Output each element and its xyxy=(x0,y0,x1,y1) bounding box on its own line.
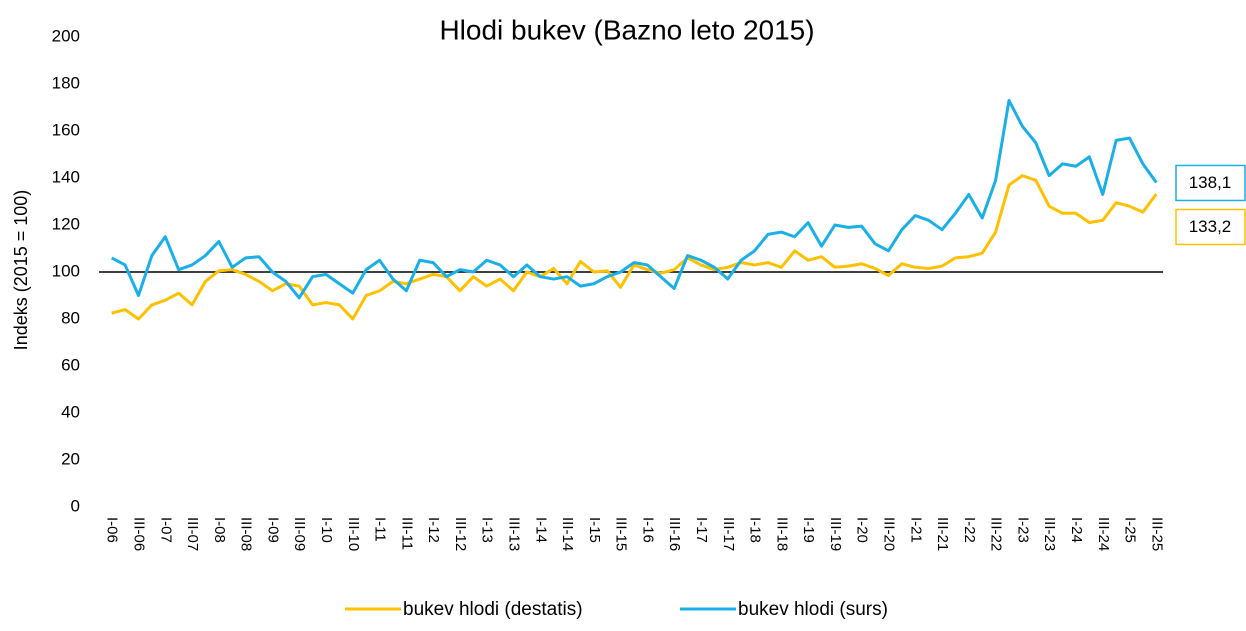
x-tick-label: III-06 xyxy=(131,517,148,551)
legend-label: bukev hlodi (surs) xyxy=(738,599,888,620)
value-label: 133,2 xyxy=(1189,217,1232,236)
x-tick-label: I-21 xyxy=(907,517,924,543)
x-tick-label: III-16 xyxy=(666,517,683,551)
y-tick-label: 200 xyxy=(52,26,80,45)
value-label: 138,1 xyxy=(1189,173,1232,192)
x-tick-label: I-11 xyxy=(372,517,389,542)
y-tick-label: 120 xyxy=(52,214,80,233)
x-tick-label: I-13 xyxy=(479,517,496,543)
x-tick-label: III-13 xyxy=(505,517,522,551)
x-tick-label: I-12 xyxy=(425,517,442,543)
y-tick-label: 20 xyxy=(61,449,80,468)
y-tick-label: 140 xyxy=(52,167,80,186)
y-axis-title: Indeks (2015 = 100) xyxy=(11,190,31,351)
value-label-box xyxy=(1175,164,1246,202)
x-tick-label: I-16 xyxy=(639,517,656,543)
x-tick-label: III-23 xyxy=(1041,517,1058,551)
chart-title: Hlodi bukev (Bazno leto 2015) xyxy=(439,14,814,45)
x-tick-label: III-09 xyxy=(291,517,308,551)
y-tick-label: 0 xyxy=(71,496,80,515)
x-tick-label: III-08 xyxy=(238,517,255,551)
x-tick-label: I-14 xyxy=(532,517,549,543)
x-tick-label: I-17 xyxy=(693,517,710,543)
x-tick-label: I-25 xyxy=(1122,517,1139,543)
x-tick-label: I-24 xyxy=(1068,517,1085,543)
x-tick-label: III-21 xyxy=(934,517,951,551)
y-tick-label: 160 xyxy=(52,120,80,139)
x-tick-label: I-06 xyxy=(104,517,121,543)
x-tick-label: I-22 xyxy=(961,517,978,543)
x-tick-label: I-15 xyxy=(586,517,603,543)
x-tick-label: I-08 xyxy=(211,517,228,543)
y-tick-label: 180 xyxy=(52,73,80,92)
x-tick-label: I-19 xyxy=(800,517,817,543)
x-tick-label: III-12 xyxy=(452,517,469,551)
x-tick-label: III-17 xyxy=(720,517,737,551)
y-tick-label: 80 xyxy=(61,308,80,327)
x-tick-label: I-18 xyxy=(747,517,764,543)
x-tick-label: III-11 xyxy=(398,517,415,550)
y-tick-label: 60 xyxy=(61,355,80,374)
x-tick-label: I-07 xyxy=(157,517,174,543)
x-tick-label: I-09 xyxy=(264,517,281,543)
value-label-box xyxy=(1175,208,1246,246)
x-tick-label: I-20 xyxy=(854,517,871,543)
x-tick-label: I-23 xyxy=(1014,517,1031,543)
x-tick-label: III-10 xyxy=(345,517,362,551)
x-tick-label: I-10 xyxy=(318,517,335,543)
legend-label: bukev hlodi (destatis) xyxy=(403,599,583,620)
x-tick-label: III-20 xyxy=(880,517,897,551)
series-line xyxy=(110,98,1158,300)
x-tick-label: III-18 xyxy=(773,517,790,551)
x-tick-label: III-22 xyxy=(988,517,1005,551)
series-line xyxy=(111,174,1158,321)
x-tick-label: III-24 xyxy=(1095,517,1112,551)
y-tick-label: 100 xyxy=(52,261,80,280)
x-tick-label: III-25 xyxy=(1148,517,1165,551)
x-tick-label: III-15 xyxy=(613,517,630,551)
x-tick-label: III-14 xyxy=(559,517,576,551)
x-tick-label: III-07 xyxy=(184,517,201,551)
x-tick-label: III-19 xyxy=(827,517,844,551)
y-tick-label: 40 xyxy=(61,402,80,421)
